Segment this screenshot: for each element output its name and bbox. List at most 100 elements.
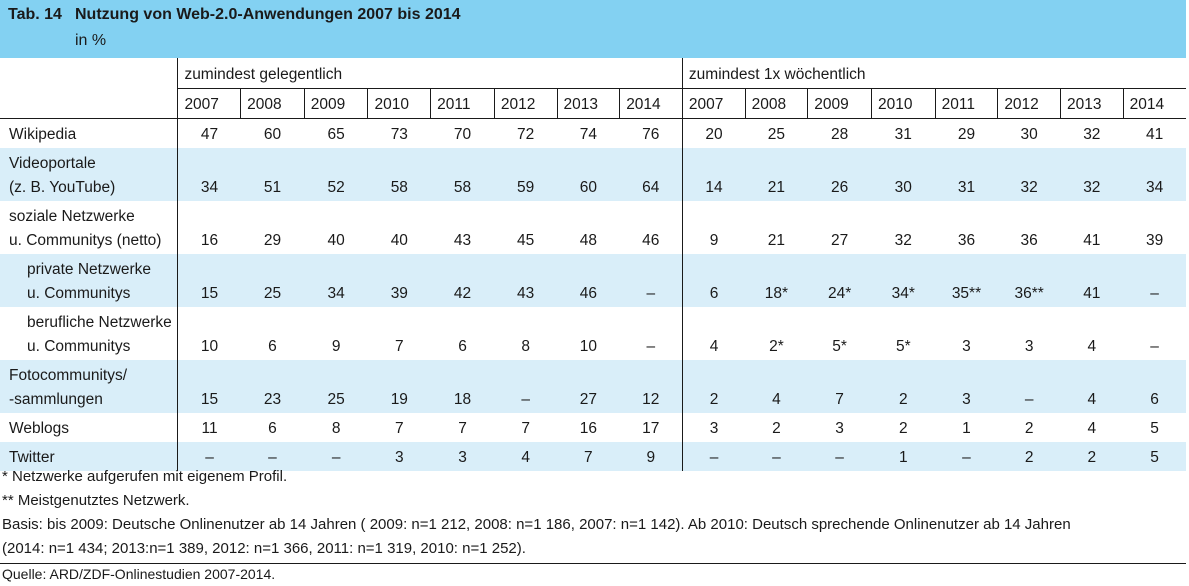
value-cell: 25 bbox=[745, 118, 808, 148]
value-cell: 2 bbox=[772, 420, 781, 437]
value-cell: 3 bbox=[935, 360, 998, 413]
table-row: Videoportale (z. B. YouTube) 34 51 52 58 58 59 6… bbox=[0, 148, 1186, 201]
value-cell: 3 bbox=[367, 442, 431, 471]
corner-cell bbox=[0, 58, 178, 89]
value-cell: 7 bbox=[807, 360, 872, 413]
value-cell: 5* bbox=[895, 338, 911, 355]
value-cell: 60 bbox=[240, 118, 305, 148]
row-label-line: Fotocommunitys/ bbox=[9, 367, 128, 384]
group-header-row: zumindest gelegentlich zumindest 1x wöche… bbox=[0, 58, 1186, 89]
row-label-line: u. Communitys (netto) bbox=[9, 232, 162, 249]
value-cell: 7 bbox=[395, 420, 404, 437]
value-cell: 72 bbox=[494, 118, 558, 148]
value-cell: 5* bbox=[832, 338, 847, 355]
row-label-line: Weblogs bbox=[9, 420, 70, 437]
year-header: 2008 bbox=[744, 88, 808, 119]
value-cell: 45 bbox=[517, 232, 535, 249]
basis-note-line-2: (2014: n=1 434; 2013:n=1 389, 2012: n=1 … bbox=[2, 540, 526, 557]
value-cell: 24* bbox=[807, 254, 872, 307]
table-row: soziale Netzwerke u. Communitys (netto) 16… bbox=[0, 201, 1186, 254]
row-label-line: Twitter bbox=[9, 449, 55, 466]
row-label-line: u. Communitys bbox=[27, 285, 131, 302]
footnote-1: * Netzwerke aufgerufen mit eigenem Profi… bbox=[2, 468, 288, 485]
value-cell: 32 bbox=[894, 232, 912, 249]
value-cell: 34 bbox=[1123, 148, 1186, 201]
value-cell: 2 bbox=[1060, 442, 1124, 471]
value-cell: 12 bbox=[619, 360, 683, 413]
value-cell: – bbox=[494, 360, 558, 413]
row-label-line: private Netzwerke bbox=[27, 261, 152, 278]
value-cell: 19 bbox=[367, 360, 431, 413]
value-cell: 73 bbox=[367, 118, 431, 148]
row-label: Weblogs bbox=[0, 413, 178, 442]
value-cell: 28 bbox=[807, 118, 872, 148]
row-label-line: -sammlungen bbox=[9, 391, 103, 408]
value-cell: 60 bbox=[557, 148, 620, 201]
value-cell: 31 bbox=[935, 148, 998, 201]
value-cell: 41 bbox=[1123, 118, 1186, 148]
value-cell: 47 bbox=[177, 118, 241, 148]
year-header: 2009 bbox=[807, 88, 872, 119]
table-title-bar: Tab. 14 Nutzung von Web-2.0-Anwendungen … bbox=[0, 0, 1189, 58]
year-header: 2011 bbox=[430, 88, 495, 119]
value-cell: 14 bbox=[681, 148, 746, 201]
year-header: 2011 bbox=[934, 88, 998, 119]
value-cell: – bbox=[1123, 254, 1186, 307]
group-header: zumindest gelegentlich bbox=[177, 58, 683, 89]
value-cell: 39 bbox=[1145, 232, 1164, 249]
value-cell: – bbox=[997, 360, 1061, 413]
source-note: Quelle: ARD/ZDF-Onlinestudien 2007-2014. bbox=[2, 566, 276, 582]
year-header: 2012 bbox=[493, 88, 558, 119]
value-cell: 35** bbox=[935, 254, 998, 307]
value-cell: 11 bbox=[177, 413, 241, 442]
value-cell: 64 bbox=[619, 148, 683, 201]
value-cell: 31 bbox=[871, 118, 936, 148]
table-row: Twitter – – –3 3 4 7 9– – –1–2 2 5 bbox=[0, 442, 1186, 471]
value-cell: 42 bbox=[430, 254, 495, 307]
row-label-line: Videoportale bbox=[9, 155, 96, 172]
value-cell: 9 bbox=[331, 338, 341, 355]
row-label: berufliche Netzwerke u. Communitys bbox=[0, 307, 178, 360]
value-cell: – bbox=[646, 338, 656, 355]
value-cell: 65 bbox=[304, 118, 368, 148]
table-row: Fotocommunitys/-sammlungen 15 23 25 19 18–27 1… bbox=[0, 360, 1186, 413]
row-label: soziale Netzwerke u. Communitys (netto) bbox=[0, 201, 178, 254]
table-title: Nutzung von Web-2.0-Anwendungen 2007 bis… bbox=[75, 6, 461, 23]
value-cell: – bbox=[681, 442, 746, 471]
year-header: 2010 bbox=[870, 88, 936, 119]
year-header-row: 2007 2008 2009 2010 2011 2012 2013 2014 2007 2008… bbox=[0, 88, 1186, 119]
value-cell: 43 bbox=[453, 232, 472, 249]
row-label-line: u. Communitys bbox=[27, 338, 131, 355]
value-cell: 34 bbox=[304, 254, 368, 307]
value-cell: 48 bbox=[579, 232, 597, 249]
value-cell: 21 bbox=[767, 232, 786, 249]
footer-divider bbox=[0, 563, 1186, 564]
value-cell: 9 bbox=[619, 442, 683, 471]
row-label: Videoportale (z. B. YouTube) bbox=[0, 148, 178, 201]
year-header: 2008 bbox=[240, 88, 305, 119]
value-cell: 4 bbox=[1087, 338, 1097, 355]
value-cell: 2 bbox=[997, 442, 1061, 471]
value-cell: 46 bbox=[557, 254, 620, 307]
value-cell: 70 bbox=[430, 118, 495, 148]
value-cell: 52 bbox=[304, 148, 368, 201]
row-label: Fotocommunitys/ -sammlungen bbox=[0, 360, 178, 413]
value-cell: 40 bbox=[327, 232, 345, 249]
value-cell: 34 bbox=[177, 148, 241, 201]
value-cell: – bbox=[1150, 338, 1159, 355]
value-cell: 6 bbox=[681, 254, 746, 307]
value-cell: 21 bbox=[745, 148, 808, 201]
value-cell: 58 bbox=[367, 148, 431, 201]
value-cell: 9 bbox=[681, 201, 746, 254]
value-cell: – bbox=[177, 442, 241, 471]
value-cell: 2 bbox=[1024, 420, 1034, 437]
table-number: Tab. 14 bbox=[8, 6, 62, 23]
year-header: 2012 bbox=[997, 88, 1061, 119]
value-cell: 2 bbox=[871, 360, 936, 413]
value-cell: 6 bbox=[268, 420, 277, 437]
value-cell: 7 bbox=[458, 420, 467, 437]
row-label: Twitter bbox=[0, 442, 178, 471]
value-cell: 4 bbox=[1087, 420, 1097, 437]
year-header: 2013 bbox=[556, 88, 620, 119]
value-cell: 32 bbox=[997, 148, 1061, 201]
